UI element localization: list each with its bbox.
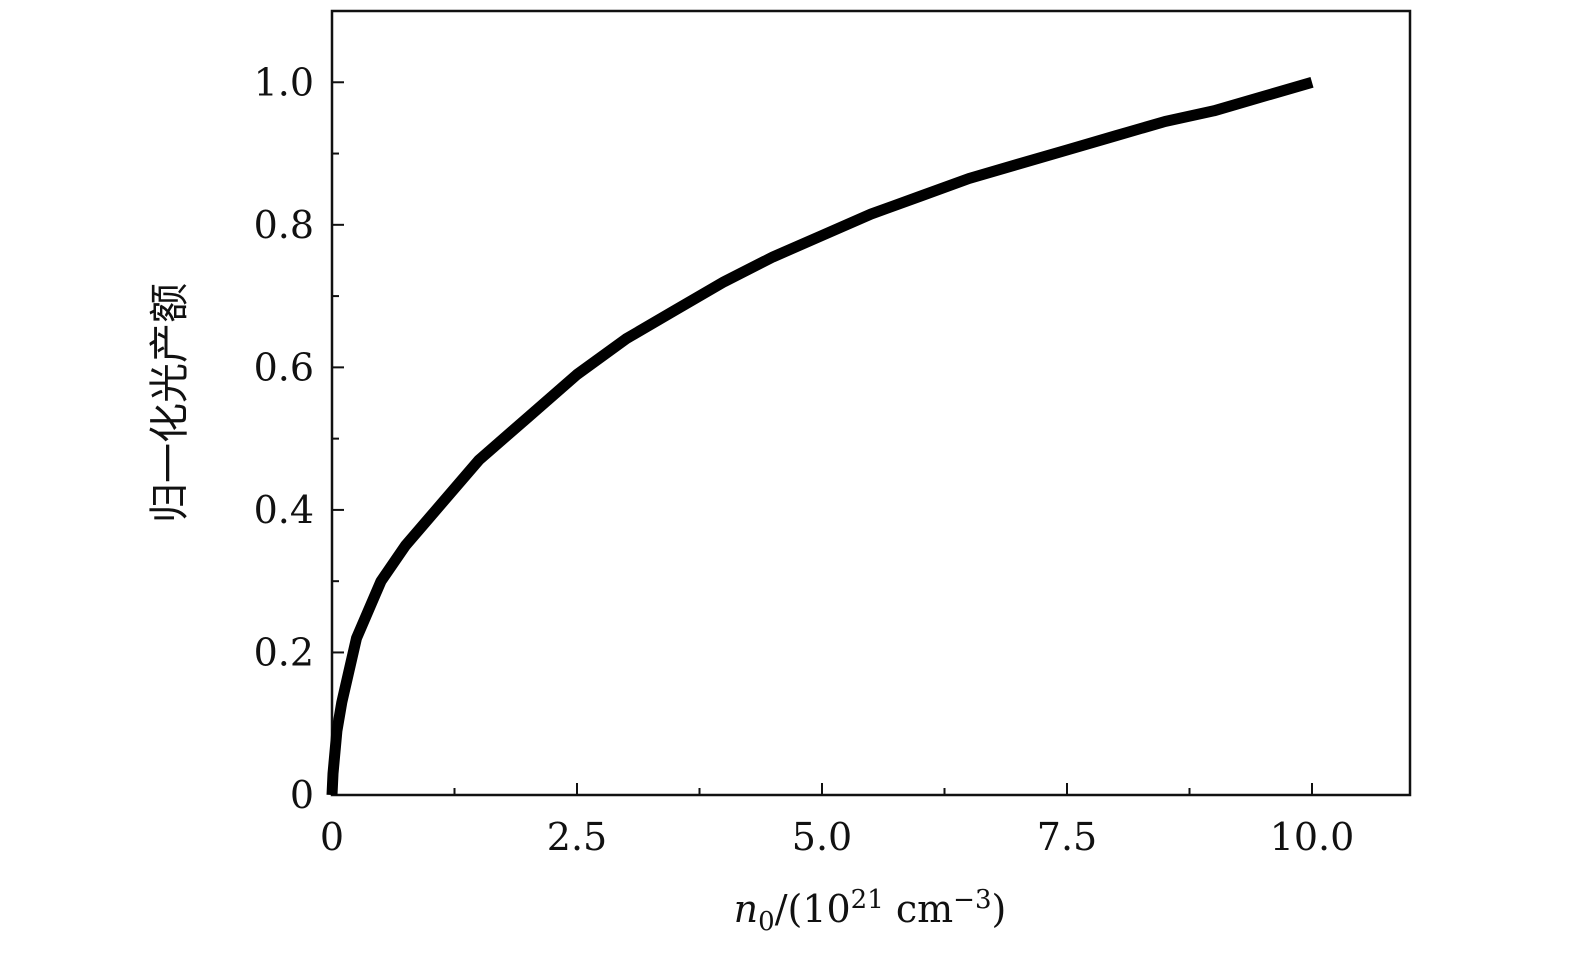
y-tick-label: 0.8 (254, 203, 314, 247)
y-tick-label: 0 (290, 773, 314, 817)
y-axis-label: 归一化光产额 (147, 283, 193, 523)
tick-labels: 0 2.5 5.0 7.5 10.0 0 0.2 0.4 0.6 0.8 1.0 (254, 60, 1355, 859)
y-tick-label: 0.4 (254, 488, 314, 532)
plot-frame (330, 9, 1412, 797)
series-line (326, 77, 1314, 796)
y-tick-label: 1.0 (254, 60, 314, 104)
ticks (331, 81, 1313, 796)
x-tick-label: 7.5 (1037, 815, 1097, 859)
x-tick-label: 10.0 (1270, 815, 1355, 859)
y-tick-label: 0.2 (254, 630, 314, 674)
x-axis-label: n0/(1021 cm−3) (734, 885, 1007, 937)
y-tick-label: 0.6 (254, 345, 314, 389)
x-tick-label: 2.5 (547, 815, 607, 859)
x-tick-label: 5.0 (792, 815, 852, 859)
x-tick-label: 0 (320, 815, 344, 859)
